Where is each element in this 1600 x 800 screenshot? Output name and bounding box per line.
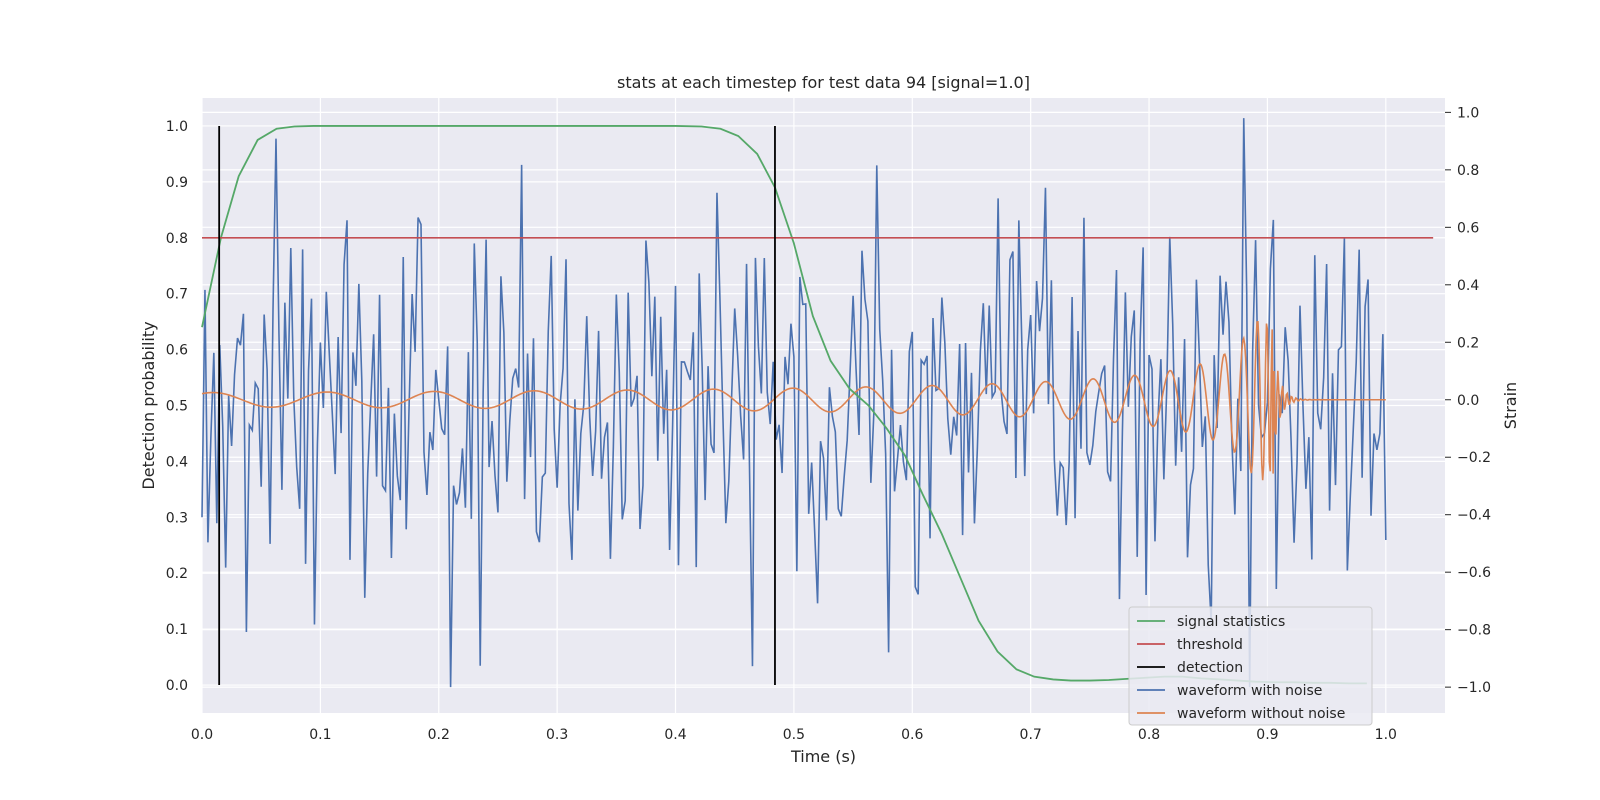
y-right-tick-label: −0.2 — [1457, 450, 1491, 466]
y-right-tick-label: 0.6 — [1457, 220, 1479, 236]
y-tick-label: 0.2 — [166, 566, 188, 582]
y-tick-label: 0.1 — [166, 622, 188, 638]
y-tick-label: 0.9 — [166, 175, 188, 191]
y-tick-label: 0.5 — [166, 399, 188, 415]
legend-label: detection — [1177, 660, 1243, 676]
y-tick-label: 0.7 — [166, 287, 188, 303]
y-right-tick-label: 0.4 — [1457, 278, 1479, 294]
y-right-tick-label: −1.0 — [1457, 680, 1491, 696]
axes-layer: 0.0 0.1 0.2 0.3 0.4 0.5 0.6 0.7 0.8 0.9 1.0 0.0 0.1 0… — [166, 105, 1491, 743]
x-tick-label: 1.0 — [1375, 727, 1397, 743]
y-axis-right-label: Strain — [1501, 382, 1520, 429]
y-tick-label: 0.8 — [166, 231, 188, 247]
x-tick-label: 0.6 — [901, 727, 923, 743]
y-right-tick-label: −0.4 — [1457, 508, 1491, 524]
y-tick-label: 0.3 — [166, 510, 188, 526]
legend: signal statistics threshold detection wavef… — [1128, 606, 1373, 726]
y-right-tick-label: 0.2 — [1457, 335, 1479, 351]
waveform-with-noise-line — [201, 118, 1387, 688]
x-tick-label: 0.0 — [191, 727, 213, 743]
y-right-tick-label: 0.0 — [1457, 393, 1479, 409]
x-tick-label: 0.3 — [546, 727, 568, 743]
legend-label: waveform with noise — [1177, 683, 1322, 699]
x-tick-label: 0.5 — [783, 727, 805, 743]
x-tick-label: 0.8 — [1138, 727, 1160, 743]
y-tick-label: 0.6 — [166, 343, 188, 359]
x-axis-label: Time (s) — [790, 747, 856, 766]
y-tick-label: 0.4 — [166, 454, 188, 470]
x-tick-label: 0.9 — [1256, 727, 1278, 743]
legend-box — [1128, 606, 1373, 726]
waveform-without-noise-line — [201, 320, 1386, 481]
y-right-tick-label: −0.8 — [1457, 623, 1491, 639]
legend-label: signal statistics — [1177, 614, 1285, 630]
y-right-tick-label: −0.6 — [1457, 565, 1491, 581]
y-axis-label: Detection probability — [139, 321, 158, 489]
y-tick-label: 0.0 — [166, 678, 188, 694]
chart-title: stats at each timestep for test data 94 … — [617, 73, 1030, 92]
x-tick-label: 0.2 — [428, 727, 450, 743]
y-right-tick-label: 1.0 — [1457, 105, 1479, 121]
y-right-tick-label: 0.8 — [1457, 163, 1479, 179]
legend-label: threshold — [1177, 637, 1243, 653]
x-tick-label: 0.4 — [664, 727, 686, 743]
y-tick-label: 1.0 — [166, 119, 188, 135]
legend-label: waveform without noise — [1177, 706, 1345, 722]
x-tick-label: 0.7 — [1020, 727, 1042, 743]
x-tick-label: 0.1 — [309, 727, 331, 743]
